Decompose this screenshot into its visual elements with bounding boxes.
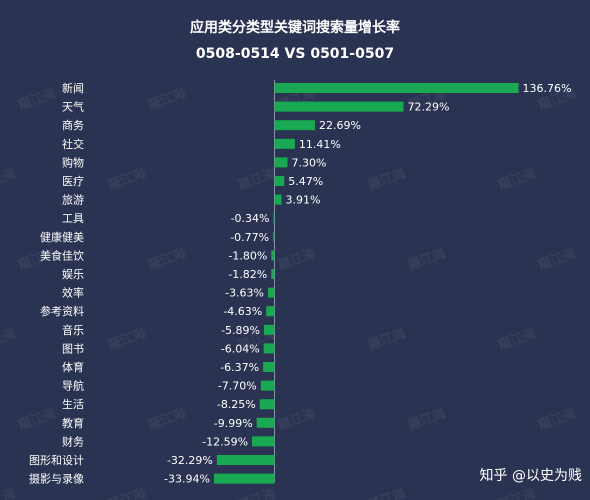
category-label: 图书 xyxy=(62,342,84,355)
value-label: -0.77% xyxy=(230,231,269,244)
category-label: 娱乐 xyxy=(62,267,84,281)
category-label: 工具 xyxy=(62,212,84,225)
value-label: 11.41% xyxy=(299,138,341,151)
bar xyxy=(268,287,275,298)
category-label: 健康健美 xyxy=(40,230,84,244)
value-label: 72.29% xyxy=(407,101,449,114)
bar xyxy=(266,306,275,317)
value-label: -33.94% xyxy=(164,473,210,486)
value-label: 7.30% xyxy=(292,156,327,169)
category-label: 导航 xyxy=(62,379,84,393)
watermark-text: 羅江海 xyxy=(276,245,318,273)
bar xyxy=(274,138,295,149)
bar xyxy=(216,455,275,465)
bar xyxy=(271,269,275,279)
watermark-text: 羅江海 xyxy=(406,245,448,273)
category-label: 体育 xyxy=(62,360,84,374)
watermark-text: 羅江海 xyxy=(16,405,58,433)
watermark-text: 羅江海 xyxy=(236,165,278,193)
watermark-text: 羅江海 xyxy=(276,405,318,433)
bar xyxy=(252,436,275,447)
value-label: -7.70% xyxy=(218,380,257,393)
watermark-text: 羅江海 xyxy=(366,325,408,353)
value-label: -1.82% xyxy=(228,268,267,281)
watermark-text: 羅江海 xyxy=(366,485,408,500)
category-label: 生活 xyxy=(62,397,84,411)
watermark-text: 羅江海 xyxy=(536,245,578,273)
category-label: 教育 xyxy=(62,416,84,430)
bar xyxy=(256,417,275,428)
bar xyxy=(274,101,404,112)
category-label: 医疗 xyxy=(62,174,84,188)
category-label: 社交 xyxy=(62,137,84,151)
bars-group: 新闻 136.76% 天气 72.29% 商务 22.69% 社交 11.41% 购物 7.30%… xyxy=(29,81,571,486)
category-label: 音乐 xyxy=(62,323,84,337)
category-label: 旅游 xyxy=(62,193,84,207)
bar xyxy=(213,473,275,484)
watermark-text: 羅江海 xyxy=(146,245,188,273)
value-label: -9.99% xyxy=(214,417,253,430)
bar xyxy=(274,194,282,205)
watermark-text: 羅江海 xyxy=(496,325,538,353)
watermark-text: 羅江海 xyxy=(496,485,538,500)
value-label: 3.91% xyxy=(285,194,320,207)
watermark-text: 羅江海 xyxy=(0,325,18,353)
value-label: 5.47% xyxy=(288,175,323,188)
watermark-text: 羅江海 xyxy=(236,485,278,500)
watermark-text: 羅江海 xyxy=(106,485,148,500)
watermark-text: 羅江海 xyxy=(366,165,408,193)
category-label: 天气 xyxy=(62,100,84,114)
watermark-text: 羅江海 xyxy=(146,85,188,113)
value-label: -6.04% xyxy=(221,342,260,355)
value-label: -8.25% xyxy=(217,398,256,411)
value-label: -4.63% xyxy=(223,305,262,318)
value-label: 136.76% xyxy=(523,82,572,95)
bar xyxy=(274,176,285,186)
watermark-text: 羅江海 xyxy=(106,325,148,353)
category-label: 摄影与录像 xyxy=(29,472,84,486)
category-label: 美食佳饮 xyxy=(40,248,84,262)
bar xyxy=(263,362,275,372)
value-label: -5.89% xyxy=(221,324,260,337)
watermark-text: 羅江海 xyxy=(406,405,448,433)
watermark-text: 羅江海 xyxy=(0,165,18,193)
watermark-text: 羅江海 xyxy=(106,165,148,193)
value-label: -0.34% xyxy=(231,212,270,225)
category-label: 参考资料 xyxy=(40,304,84,318)
category-label: 图形和设计 xyxy=(29,454,84,467)
category-label: 效率 xyxy=(62,286,84,300)
bar xyxy=(274,83,519,93)
value-label: 22.69% xyxy=(319,119,361,132)
chart-subtitle: 0508-0514 VS 0501-0507 xyxy=(196,46,394,62)
watermark-text: 羅江海 xyxy=(146,405,188,433)
bar xyxy=(271,250,275,261)
bar xyxy=(273,213,275,224)
bar xyxy=(273,231,275,242)
chart-title: 应用类分类型关键词搜索量增长率 xyxy=(190,19,400,36)
bar xyxy=(274,157,288,168)
category-label: 财务 xyxy=(62,434,84,448)
value-label: -32.29% xyxy=(167,454,213,467)
watermark-text: 羅江海 xyxy=(536,405,578,433)
bar xyxy=(263,343,275,354)
watermark-text: 羅江海 xyxy=(0,485,18,500)
bar xyxy=(274,120,315,131)
bar xyxy=(260,380,275,391)
bar xyxy=(263,324,275,335)
category-label: 购物 xyxy=(62,155,84,169)
credit-text: 知乎 @以史为贱 xyxy=(480,467,582,484)
value-label: -1.80% xyxy=(228,249,267,262)
value-label: -3.63% xyxy=(225,287,264,300)
category-label: 新闻 xyxy=(62,81,84,95)
category-label: 商务 xyxy=(62,118,84,132)
value-label: -6.37% xyxy=(220,361,259,374)
watermark-text: 羅江海 xyxy=(496,165,538,193)
watermark-text: 羅江海 xyxy=(16,85,58,113)
value-label: -12.59% xyxy=(202,435,248,448)
bar xyxy=(259,399,275,410)
